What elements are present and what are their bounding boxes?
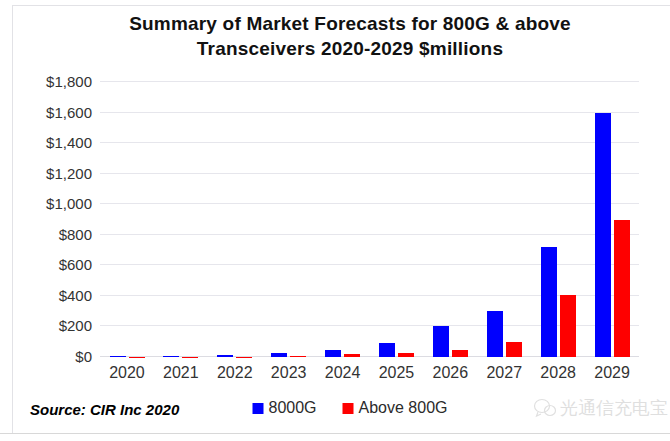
- bar-8000g-2025: [379, 343, 395, 357]
- y-axis-labels: $0$200$400$600$800$1,000$1,200$1,400$1,6…: [0, 82, 92, 357]
- y-tick-label: $1,200: [0, 165, 92, 182]
- bar-8000g-2020: [110, 356, 126, 357]
- x-tick-label: 2026: [423, 364, 477, 382]
- bar-above-800g-2027: [506, 342, 522, 357]
- bar-above-800g-2025: [398, 353, 414, 357]
- x-tick-label: 2020: [100, 364, 154, 382]
- top-divider: [12, 5, 670, 6]
- bar-above-800g-2028: [560, 295, 576, 357]
- bar-8000g-2021: [163, 356, 179, 357]
- bar-8000g-2026: [433, 326, 449, 357]
- y-tick-label: $400: [0, 287, 92, 304]
- x-tick-label: 2022: [208, 364, 262, 382]
- y-tick-label: $200: [0, 317, 92, 334]
- y-tick-label: $600: [0, 256, 92, 273]
- y-tick-label: $0: [0, 348, 92, 365]
- x-tick-label: 2025: [370, 364, 424, 382]
- x-axis-labels: 2020202120222023202420252026202720282029: [100, 364, 639, 384]
- chart-title-line1: Summary of Market Forecasts for 800G & a…: [30, 11, 670, 36]
- gridline-400: [100, 295, 639, 296]
- y-tick-label: $1,400: [0, 134, 92, 151]
- gridline-1600: [100, 112, 639, 113]
- legend-label: 8000G: [269, 399, 317, 417]
- legend-swatch: [343, 403, 354, 414]
- gridline-1000: [100, 203, 639, 204]
- x-tick-label: 2029: [585, 364, 639, 382]
- x-tick-label: 2024: [316, 364, 370, 382]
- plot-area: [100, 82, 639, 357]
- bar-8000g-2029: [595, 113, 611, 357]
- gridline-600: [100, 264, 639, 265]
- y-tick-label: $1,600: [0, 104, 92, 121]
- gridline-1400: [100, 142, 639, 143]
- bar-8000g-2024: [325, 350, 341, 357]
- legend-item-8000g: 8000G: [253, 399, 317, 417]
- chart-legend: 8000G Above 800G: [253, 399, 448, 417]
- x-tick-label: 2027: [477, 364, 531, 382]
- legend-swatch: [253, 403, 264, 414]
- bar-8000g-2027: [487, 311, 503, 357]
- x-tick-label: 2028: [531, 364, 585, 382]
- source-note: Source: CIR Inc 2020: [30, 401, 179, 418]
- gridline-200: [100, 325, 639, 326]
- y-tick-label: $1,000: [0, 195, 92, 212]
- watermark: 光通信充电宝: [533, 396, 670, 420]
- bar-8000g-2023: [271, 353, 287, 357]
- watermark-text: 光通信充电宝: [560, 396, 668, 420]
- chart-title: Summary of Market Forecasts for 800G & a…: [30, 11, 670, 61]
- bar-8000g-2028: [541, 247, 557, 357]
- chart-title-line2: Transceivers 2020-2029 $millions: [30, 36, 670, 61]
- gridline-1800: [100, 81, 639, 82]
- bar-above-800g-2023: [290, 356, 306, 357]
- bar-above-800g-2026: [452, 350, 468, 357]
- x-tick-label: 2021: [154, 364, 208, 382]
- x-tick-label: 2023: [262, 364, 316, 382]
- legend-item-above-800g: Above 800G: [343, 399, 448, 417]
- y-tick-label: $800: [0, 226, 92, 243]
- gridline-0: [100, 356, 639, 357]
- gridline-800: [100, 234, 639, 235]
- bar-8000g-2022: [217, 355, 233, 357]
- bottom-divider: [0, 433, 670, 434]
- legend-label: Above 800G: [359, 399, 448, 417]
- bar-above-800g-2029: [614, 220, 630, 358]
- wechat-icon: [533, 398, 557, 418]
- gridline-1200: [100, 173, 639, 174]
- y-tick-label: $1,800: [0, 73, 92, 90]
- bar-above-800g-2024: [344, 354, 360, 357]
